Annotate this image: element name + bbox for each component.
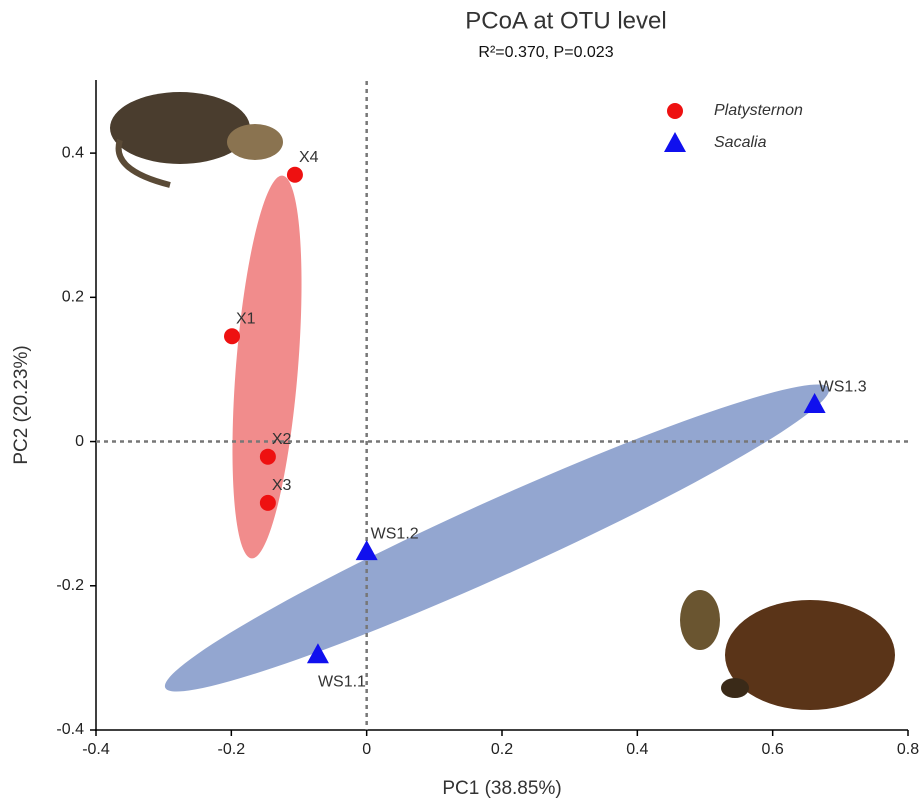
y-tick-label: 0.2	[62, 289, 84, 306]
point-label: X3	[272, 477, 292, 494]
legend-label: Sacalia	[714, 134, 767, 151]
data-point	[259, 494, 276, 511]
group-ellipse	[232, 175, 302, 559]
x-tick-label: 0.8	[897, 741, 919, 758]
legend-marker	[664, 132, 686, 152]
point-label: X4	[299, 149, 319, 166]
x-tick-label: 0.6	[762, 741, 784, 758]
legend-label: Platysternon	[714, 102, 803, 119]
group-ellipse	[164, 384, 830, 692]
turtle-image	[680, 590, 895, 710]
y-tick-label: 0	[75, 433, 84, 450]
y-tick-label: 0.4	[62, 144, 84, 161]
point-label: X2	[272, 431, 292, 448]
y-tick-label: -0.4	[56, 721, 84, 738]
point-label: X1	[236, 310, 256, 327]
y-axis-label: PC2 (20.23%)	[11, 345, 32, 464]
data-point	[286, 166, 303, 183]
data-point	[259, 448, 276, 465]
x-axis-label: PC1 (38.85%)	[442, 778, 561, 799]
x-tick-label: -0.2	[218, 741, 246, 758]
chart-title: PCoA at OTU level	[465, 7, 666, 34]
x-tick-label: -0.4	[82, 741, 110, 758]
chart-subtitle: R²=0.370, P=0.023	[478, 44, 613, 61]
point-label: WS1.3	[819, 378, 867, 395]
point-label: WS1.1	[318, 674, 366, 691]
legend-marker	[667, 103, 683, 119]
x-tick-label: 0.4	[626, 741, 648, 758]
data-point	[306, 643, 329, 664]
data-point	[803, 393, 826, 414]
point-label: WS1.2	[371, 525, 419, 542]
turtle-image	[110, 92, 283, 188]
data-point	[355, 540, 378, 561]
data-point	[224, 328, 241, 345]
x-tick-label: 0	[362, 741, 371, 758]
y-tick-label: -0.2	[56, 577, 84, 594]
x-tick-label: 0.2	[491, 741, 513, 758]
